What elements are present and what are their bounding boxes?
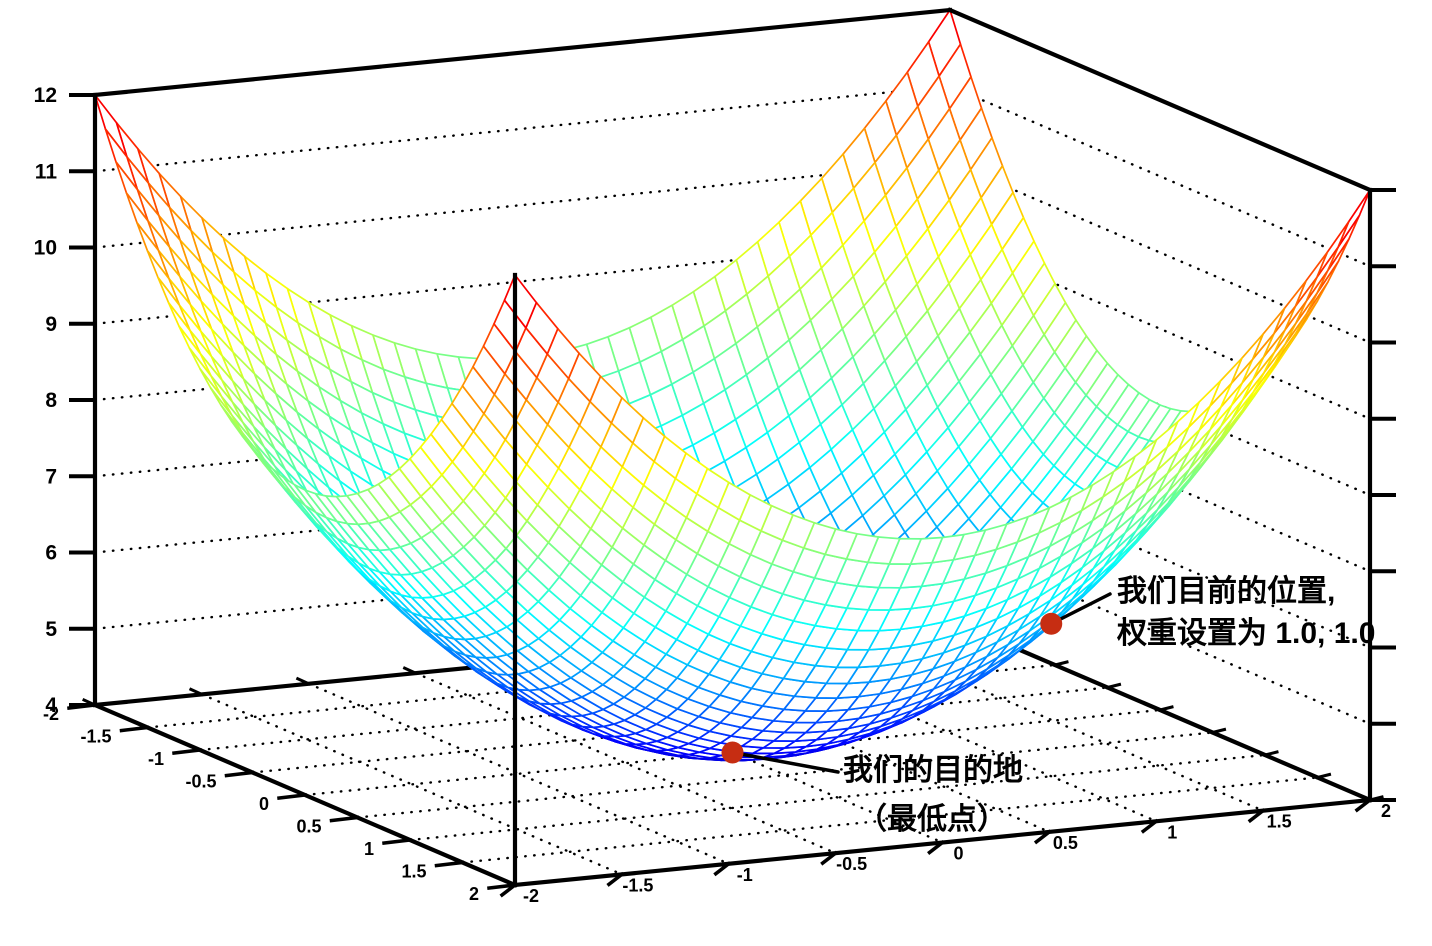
x-tick-label: -0.5 — [185, 772, 216, 792]
mesh-surface — [94, 9, 1371, 762]
annotation-text: 我们目前的位置, — [1117, 574, 1335, 608]
x-tick-label: -2 — [43, 704, 59, 724]
z-tick-label: 10 — [34, 237, 57, 260]
x-tick-label: 0.5 — [296, 817, 321, 837]
y-tick-label: 1 — [1167, 822, 1177, 842]
annotation-leader-line — [730, 750, 840, 774]
y-tick-label: -1.5 — [622, 875, 653, 895]
x-tick-label: -1 — [148, 749, 164, 769]
axes-and-ticks — [67, 7, 1396, 898]
y-tick-label: 0 — [953, 844, 963, 864]
floor-grid-dotted — [146, 629, 1319, 876]
y-tick-label: -0.5 — [836, 854, 867, 874]
y-tick-label: -1 — [737, 865, 753, 885]
x-tick-label: -1.5 — [80, 727, 111, 747]
z-tick-label: 9 — [45, 313, 57, 336]
z-tick-label: 11 — [35, 160, 58, 183]
z-tick-label: 12 — [34, 84, 57, 107]
x-tick-label: 1.5 — [401, 862, 426, 882]
y-tick-label: -2 — [523, 886, 539, 906]
z-tick-label: 5 — [45, 618, 57, 641]
x-tick-label: 2 — [469, 884, 479, 904]
z-tick-label: 6 — [45, 542, 57, 565]
y-tick-label: 0.5 — [1053, 833, 1078, 853]
x-tick-label: 1 — [364, 839, 374, 859]
annotations: 我们目前的位置, 权重设置为 1.0, 1.0 我们的目的地 （最低点） — [721, 574, 1375, 836]
z-tick-label: 8 — [45, 389, 57, 412]
z-tick-label: 4 — [45, 694, 57, 717]
data-point-marker — [721, 741, 744, 764]
annotation-text: （最低点） — [857, 802, 1007, 836]
annotation-text: 权重设置为 1.0, 1.0 — [1116, 617, 1375, 650]
y-tick-label: 1.5 — [1267, 812, 1292, 832]
z-tick-label: 7 — [45, 465, 57, 488]
y-tick-label: 2 — [1381, 801, 1391, 821]
data-point-marker — [1040, 612, 1063, 635]
annotation-text: 我们的目的地 — [843, 754, 1023, 787]
x-tick-label: 0 — [259, 794, 269, 814]
